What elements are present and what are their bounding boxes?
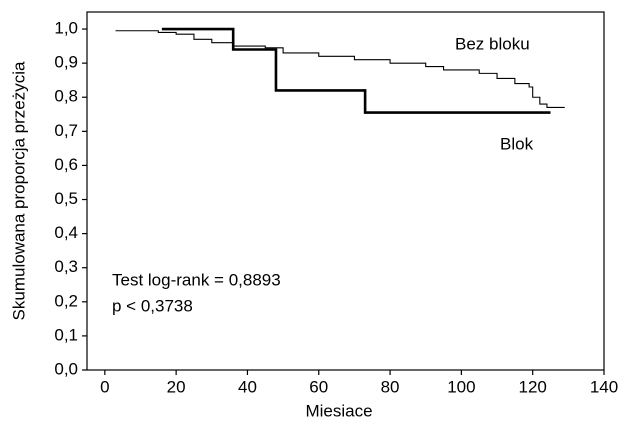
x-tick-label: 120 xyxy=(519,377,547,396)
y-tick-label: 0,0 xyxy=(54,359,78,378)
x-tick-label: 40 xyxy=(238,377,257,396)
x-axis-label: Miesiace xyxy=(305,401,372,420)
y-tick-label: 0,4 xyxy=(54,223,78,242)
y-tick-label: 0,8 xyxy=(54,87,78,106)
y-tick-label: 0,2 xyxy=(54,291,78,310)
x-tick-label: 100 xyxy=(447,377,475,396)
x-tick-label: 140 xyxy=(590,377,618,396)
series-label: Bez bloku xyxy=(455,34,530,53)
y-tick-label: 0,5 xyxy=(54,189,78,208)
y-tick-label: 0,9 xyxy=(54,53,78,72)
y-tick-label: 0,7 xyxy=(54,121,78,140)
survival-line xyxy=(161,27,551,114)
y-tick-label: 0,6 xyxy=(54,155,78,174)
x-tick-label: 0 xyxy=(100,377,109,396)
survival-line xyxy=(115,30,565,109)
y-tick-label: 0,1 xyxy=(54,325,78,344)
x-tick-label: 80 xyxy=(381,377,400,396)
y-tick-label: 0,3 xyxy=(54,257,78,276)
plot-frame xyxy=(86,11,605,371)
annotation: p < 0,3738 xyxy=(112,296,193,315)
annotation: Test log-rank = 0,8893 xyxy=(112,270,281,289)
x-tick-label: 20 xyxy=(167,377,186,396)
y-tick-label: 1,0 xyxy=(54,19,78,38)
series-label: Blok xyxy=(500,134,534,153)
x-tick-label: 60 xyxy=(309,377,328,396)
y-axis-label: Skumulowana proporcja przeżycia xyxy=(9,61,28,320)
